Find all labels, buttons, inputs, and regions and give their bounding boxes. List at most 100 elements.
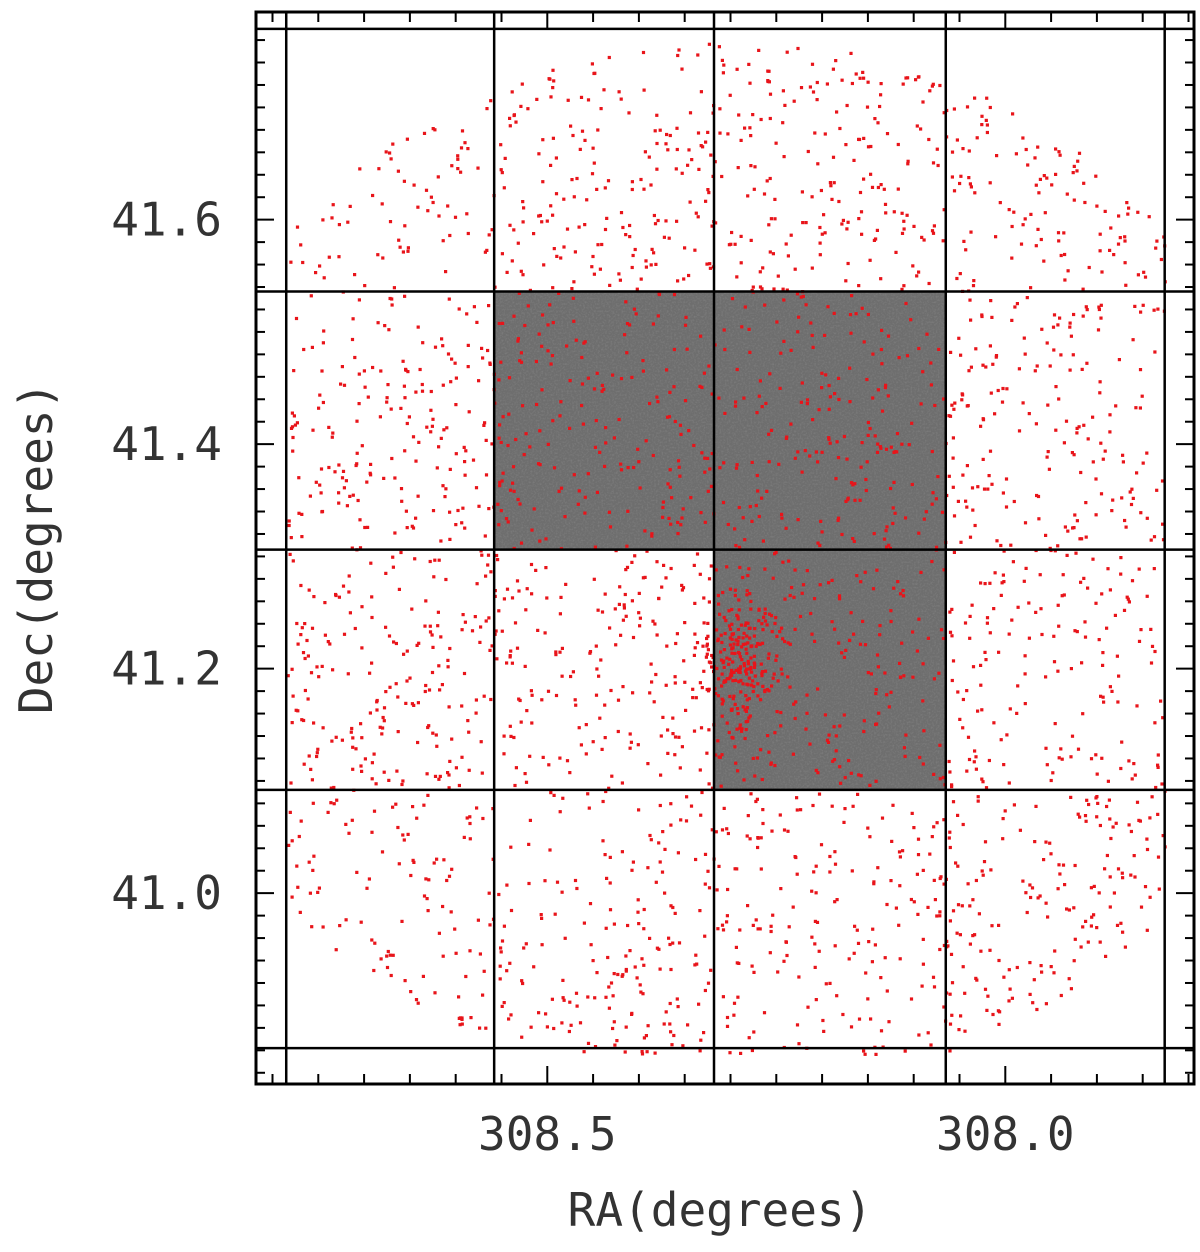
data-point bbox=[1039, 607, 1043, 611]
data-point bbox=[966, 882, 970, 886]
data-point bbox=[721, 699, 725, 703]
data-point bbox=[362, 369, 366, 373]
data-point bbox=[970, 486, 975, 490]
data-point bbox=[751, 113, 755, 117]
data-point bbox=[938, 743, 942, 747]
data-point bbox=[1119, 556, 1123, 560]
data-point bbox=[337, 595, 341, 599]
data-point bbox=[889, 690, 893, 694]
data-point bbox=[1095, 772, 1099, 776]
data-point bbox=[1067, 977, 1071, 981]
data-point bbox=[1123, 945, 1127, 949]
data-point bbox=[1037, 191, 1041, 195]
data-point bbox=[773, 763, 777, 768]
data-point bbox=[680, 516, 684, 520]
data-point bbox=[628, 732, 632, 736]
data-point bbox=[835, 898, 839, 902]
data-point bbox=[1068, 368, 1072, 372]
data-point bbox=[508, 724, 512, 728]
data-point bbox=[516, 497, 520, 502]
data-point bbox=[892, 210, 896, 214]
data-point bbox=[805, 569, 809, 573]
data-point bbox=[1096, 328, 1101, 332]
data-point bbox=[843, 807, 847, 811]
data-point bbox=[469, 1016, 473, 1020]
data-point bbox=[720, 58, 724, 62]
data-point bbox=[746, 814, 750, 818]
data-point bbox=[686, 163, 690, 167]
data-point bbox=[1054, 172, 1058, 176]
data-point bbox=[307, 754, 311, 758]
data-point bbox=[598, 267, 602, 271]
data-point bbox=[327, 465, 331, 470]
data-point bbox=[981, 873, 985, 877]
data-point bbox=[863, 570, 867, 574]
data-point bbox=[549, 95, 553, 99]
data-point bbox=[552, 466, 557, 470]
data-point bbox=[322, 276, 326, 280]
data-point bbox=[460, 628, 464, 632]
data-point bbox=[719, 650, 723, 654]
data-point bbox=[904, 76, 908, 80]
data-point bbox=[878, 445, 882, 449]
data-point bbox=[538, 213, 542, 218]
data-point bbox=[939, 875, 943, 879]
data-point bbox=[477, 504, 481, 508]
data-point bbox=[302, 347, 306, 352]
data-point bbox=[744, 642, 748, 646]
data-point bbox=[983, 840, 988, 844]
data-point bbox=[840, 222, 844, 226]
data-point bbox=[919, 402, 923, 406]
data-point bbox=[879, 82, 883, 86]
data-point bbox=[497, 609, 501, 613]
data-point bbox=[355, 870, 359, 874]
data-point bbox=[390, 297, 394, 301]
data-point bbox=[828, 441, 832, 445]
data-point bbox=[604, 789, 608, 794]
data-point bbox=[942, 397, 946, 401]
data-point bbox=[747, 327, 751, 331]
data-point bbox=[747, 62, 751, 66]
data-point bbox=[426, 909, 430, 913]
data-point bbox=[958, 181, 962, 186]
data-point bbox=[1083, 635, 1088, 639]
data-point bbox=[633, 247, 637, 252]
data-point bbox=[828, 181, 832, 185]
data-point bbox=[811, 90, 816, 94]
data-point bbox=[302, 762, 306, 766]
data-point bbox=[445, 426, 449, 430]
data-point bbox=[635, 976, 639, 980]
data-point bbox=[1094, 174, 1098, 178]
data-point bbox=[786, 641, 790, 645]
data-point bbox=[918, 755, 922, 760]
data-point bbox=[613, 1043, 617, 1047]
data-point bbox=[696, 131, 701, 135]
data-point bbox=[1101, 695, 1105, 699]
data-point bbox=[389, 407, 393, 411]
data-point bbox=[1072, 164, 1076, 168]
data-point bbox=[921, 662, 925, 666]
data-point bbox=[868, 783, 872, 787]
data-point bbox=[966, 404, 970, 408]
data-point bbox=[1073, 863, 1077, 868]
data-point bbox=[721, 590, 725, 595]
data-point bbox=[463, 473, 467, 477]
data-point bbox=[498, 977, 502, 981]
data-point bbox=[442, 858, 446, 862]
data-point bbox=[931, 82, 935, 86]
data-point bbox=[391, 565, 395, 569]
data-point bbox=[703, 470, 707, 474]
data-point bbox=[787, 925, 791, 929]
data-point bbox=[551, 136, 555, 140]
data-point bbox=[939, 628, 944, 632]
data-point bbox=[905, 354, 910, 358]
data-point bbox=[541, 755, 545, 759]
data-point bbox=[643, 150, 647, 154]
data-point bbox=[974, 347, 978, 351]
data-point bbox=[386, 383, 390, 387]
data-point bbox=[851, 483, 855, 487]
data-point bbox=[665, 368, 669, 372]
data-point bbox=[1033, 156, 1037, 160]
data-point bbox=[931, 231, 936, 235]
data-point bbox=[827, 733, 831, 737]
